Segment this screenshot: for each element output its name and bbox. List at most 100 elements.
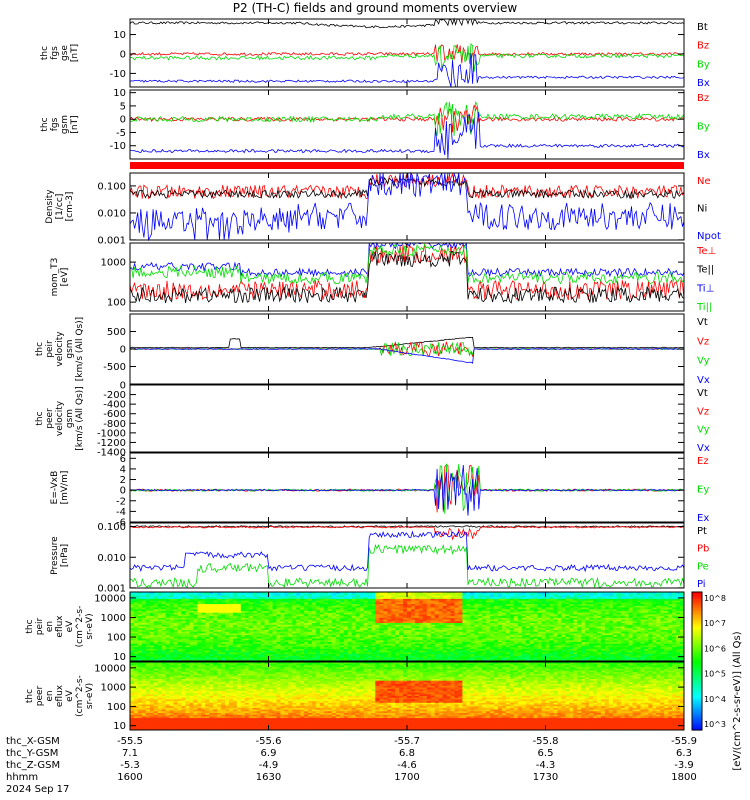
spectrogram-cell bbox=[387, 600, 392, 603]
spectrogram-cell bbox=[541, 617, 546, 621]
spectrogram-cell bbox=[589, 605, 594, 608]
spectrogram-cell bbox=[292, 600, 297, 603]
spectrogram-cell bbox=[209, 602, 214, 605]
spectrogram-cell bbox=[411, 605, 416, 608]
spectrogram-cell bbox=[624, 612, 630, 615]
spectrogram-cell bbox=[292, 617, 297, 621]
spectrogram-cell bbox=[458, 630, 463, 633]
legend-pressure-Pt: Pt bbox=[697, 526, 707, 537]
spectrogram-cell bbox=[145, 600, 151, 603]
spectrogram-cell bbox=[335, 640, 341, 643]
spectrogram-cell bbox=[596, 621, 602, 624]
spectrogram-cell bbox=[177, 621, 182, 624]
spectrogram-cell bbox=[593, 630, 598, 633]
series-line-peir_velocity-Vt bbox=[129, 336, 684, 349]
spectrogram-cell bbox=[217, 631, 222, 634]
spectrogram-cell bbox=[442, 640, 448, 643]
spectrogram-cell bbox=[529, 602, 535, 605]
spectrogram-cell bbox=[288, 595, 293, 598]
legend-efield-Ey: Ey bbox=[697, 485, 709, 496]
spectrogram-cell bbox=[482, 645, 487, 648]
spectrogram-cell bbox=[268, 614, 273, 617]
spectrogram-cell bbox=[343, 592, 349, 595]
spectrogram-cell bbox=[205, 604, 210, 607]
spectrogram-cell bbox=[296, 604, 301, 607]
spectrogram-cell bbox=[521, 630, 527, 633]
spectrogram-cell bbox=[676, 598, 681, 602]
spectrogram-cell bbox=[343, 621, 349, 624]
spectrogram-cell bbox=[462, 609, 467, 612]
spectrogram-cell bbox=[636, 609, 641, 612]
spectrogram-cell bbox=[153, 640, 159, 643]
spectrogram-cell bbox=[573, 616, 578, 619]
spectrogram-cell bbox=[367, 631, 372, 634]
spectrogram-cell bbox=[430, 628, 436, 631]
spectrogram-cell bbox=[438, 597, 444, 600]
spectrogram-cell bbox=[280, 635, 285, 638]
spectrogram-cell bbox=[525, 642, 531, 645]
spectrogram-cell bbox=[264, 593, 269, 596]
spectrogram-cell bbox=[509, 640, 515, 643]
spectrogram-cell bbox=[537, 619, 543, 622]
spectrogram-cell bbox=[474, 630, 479, 633]
spectrogram-cell bbox=[640, 619, 645, 622]
spectrogram-cell bbox=[470, 640, 475, 643]
spectrogram-cell bbox=[422, 597, 428, 600]
spectrogram-cell bbox=[236, 640, 242, 643]
spectrogram-cell bbox=[517, 623, 523, 626]
spectrogram-cell bbox=[411, 611, 416, 614]
spectrogram-cell bbox=[209, 647, 214, 650]
spectrogram-cell bbox=[387, 605, 392, 608]
spectrogram-cell bbox=[149, 617, 155, 621]
spectrogram-cell bbox=[577, 593, 582, 596]
spectrogram-cell bbox=[418, 607, 424, 610]
spectrogram-cell bbox=[462, 612, 467, 615]
spectrogram-cell bbox=[593, 602, 598, 605]
spectrogram-cell bbox=[157, 626, 163, 629]
spectrogram-cell bbox=[612, 647, 618, 650]
spectrogram-cell bbox=[169, 623, 175, 626]
spectrogram-cell bbox=[672, 604, 677, 607]
spectrogram-cell bbox=[399, 638, 404, 641]
spectrogram-cell bbox=[577, 631, 582, 634]
spectrogram-cell bbox=[403, 605, 408, 608]
spectrogram-cell bbox=[157, 648, 163, 652]
spectrogram-cell bbox=[217, 635, 222, 638]
spectrogram-cell bbox=[209, 623, 214, 626]
spectrogram-cell bbox=[161, 626, 167, 629]
spectrogram-cell bbox=[217, 643, 222, 646]
spectrogram-cell bbox=[680, 628, 685, 631]
spectrogram-cell bbox=[363, 602, 368, 605]
spectrogram-cell bbox=[327, 645, 333, 648]
spectrogram-cell bbox=[134, 592, 139, 595]
spectrogram-cell bbox=[414, 647, 420, 650]
spectrogram-cell bbox=[569, 621, 574, 624]
spectrogram-cell bbox=[228, 609, 234, 612]
spectrogram-cell bbox=[240, 616, 246, 619]
spectrogram-cell bbox=[434, 648, 440, 652]
spectrogram-cell bbox=[664, 595, 669, 598]
spectrogram-cell bbox=[486, 645, 491, 648]
spectrogram-cell bbox=[525, 647, 531, 650]
spectrogram-cell bbox=[379, 611, 384, 614]
spectrogram-cell bbox=[161, 612, 167, 615]
spectrogram-cell bbox=[529, 605, 535, 608]
spectrogram-cell bbox=[209, 617, 214, 621]
spectrogram-cell bbox=[438, 645, 444, 648]
spectrogram-cell bbox=[438, 628, 444, 631]
spectrogram-cell bbox=[418, 616, 424, 619]
spectrogram-cell bbox=[612, 604, 618, 607]
spectrogram-cell bbox=[525, 597, 531, 600]
spectrogram-cell bbox=[585, 621, 590, 624]
spectrogram-cell bbox=[173, 612, 178, 615]
spectrogram-cell bbox=[561, 604, 566, 607]
spectrogram-cell bbox=[442, 621, 448, 624]
spectrogram-cell bbox=[248, 611, 254, 614]
spectrogram-cell bbox=[676, 638, 681, 641]
spectrogram-cell bbox=[264, 600, 269, 603]
spectrogram-cell bbox=[577, 638, 582, 641]
ytick-label-fgs_gsm: -10 bbox=[110, 141, 126, 152]
spectrogram-cell bbox=[264, 607, 269, 610]
spectrogram-cell bbox=[391, 647, 396, 650]
spectrogram-cell bbox=[589, 630, 594, 633]
